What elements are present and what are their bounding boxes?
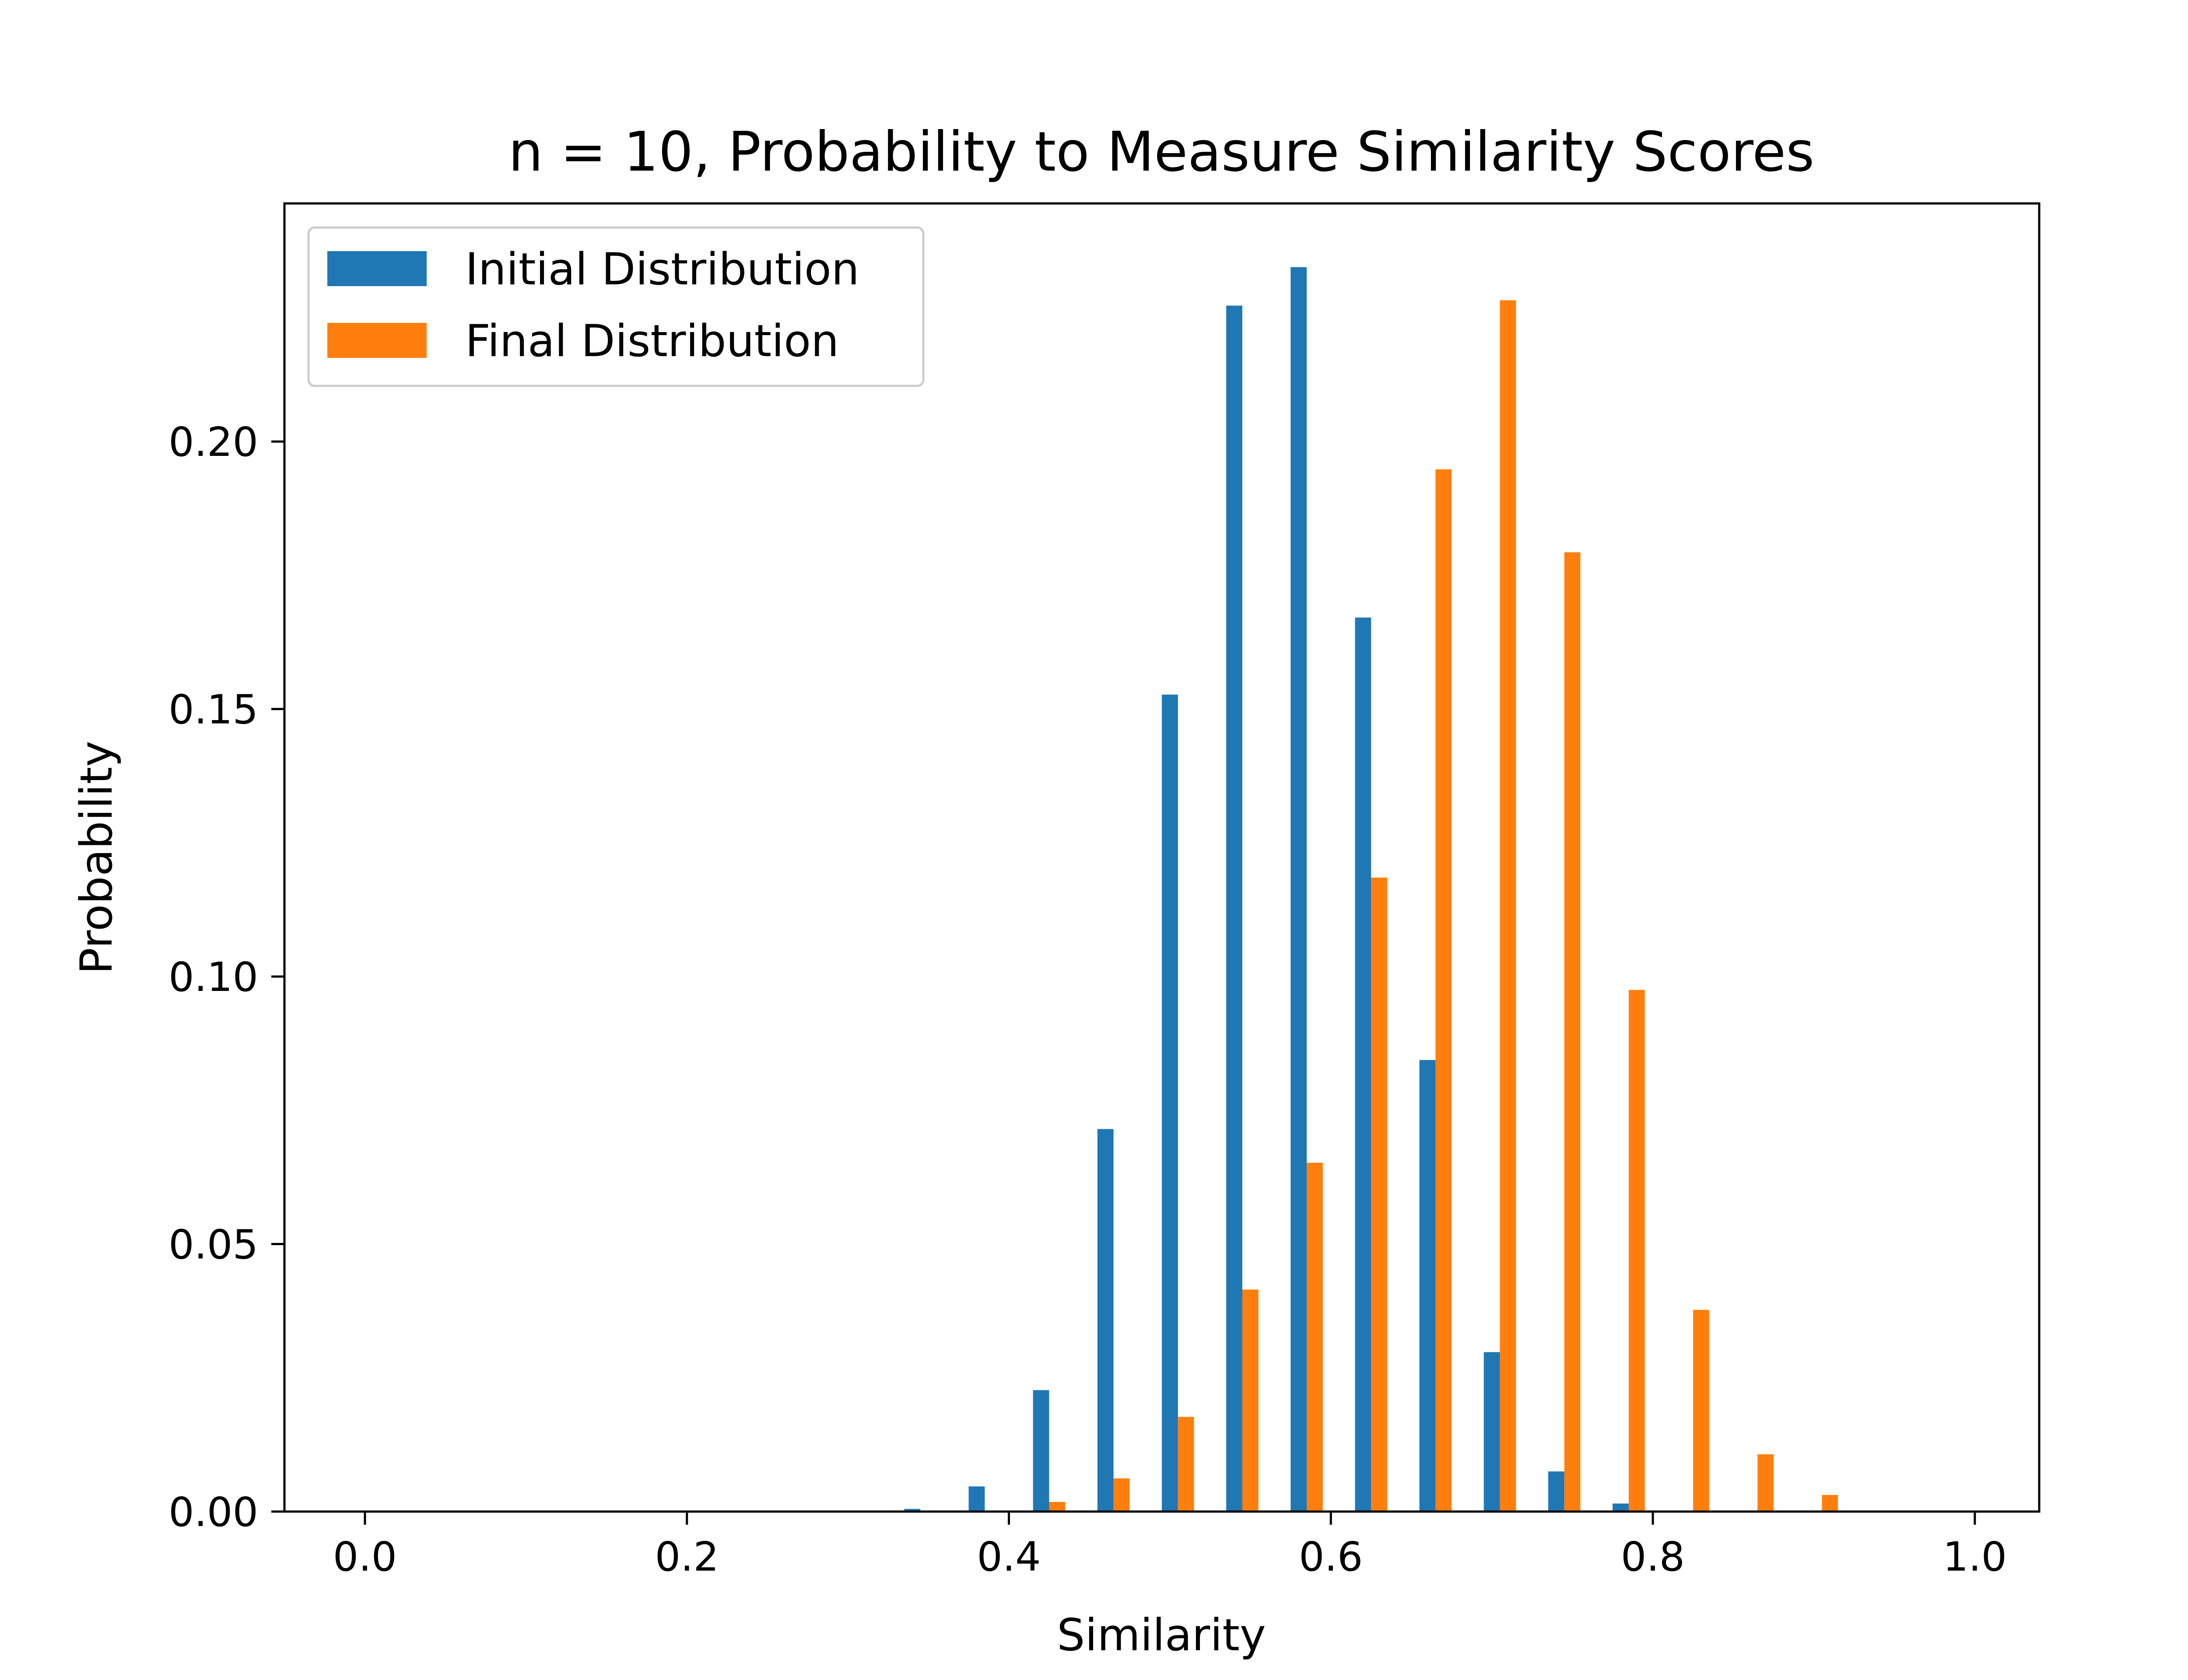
bar-final-11: [1757, 1454, 1774, 1512]
x-tick-label: 0.8: [1621, 1533, 1685, 1580]
chart-title: n = 10, Probability to Measure Similarit…: [508, 120, 1815, 184]
bar-final-1: [1113, 1478, 1130, 1512]
bar-initial-7: [1355, 617, 1371, 1512]
bars-group: [904, 267, 1838, 1512]
bar-initial-3: [1097, 1129, 1114, 1512]
bar-initial-0: [904, 1508, 921, 1512]
plot-frame: [283, 202, 2041, 1513]
bar-final-9: [1628, 990, 1645, 1512]
y-tick-label: 0.05: [168, 1222, 258, 1268]
bar-final-12: [1822, 1495, 1838, 1512]
bar-initial-9: [1483, 1352, 1500, 1512]
x-tick-label: 0.0: [333, 1533, 397, 1580]
legend-swatch-final: [327, 323, 427, 358]
legend-label-final: Final Distribution: [465, 315, 839, 367]
y-axis-ticks: 0.00 0.05 0.10 0.15 0.20: [168, 419, 284, 1536]
bar-initial-2: [1033, 1390, 1049, 1512]
bar-initial-10: [1548, 1471, 1564, 1512]
bar-final-3: [1242, 1289, 1259, 1512]
bar-final-5: [1371, 877, 1388, 1512]
y-tick-label: 0.20: [168, 419, 258, 466]
bar-final-10: [1693, 1309, 1709, 1512]
legend-box: [307, 226, 925, 387]
bar-final-4: [1307, 1162, 1323, 1512]
x-tick-label: 0.4: [977, 1533, 1041, 1580]
legend: Initial Distribution Final Distribution: [307, 226, 925, 387]
bar-initial-1: [968, 1486, 985, 1512]
x-tick-label: 0.2: [655, 1533, 719, 1580]
x-axis-ticks: 0.0 0.2 0.4 0.6 0.8 1.0: [333, 1512, 2007, 1580]
x-tick-label: 0.6: [1299, 1533, 1363, 1580]
y-axis-label: Probability: [70, 741, 122, 974]
y-tick-label: 0.10: [168, 954, 258, 1001]
legend-swatch-initial: [327, 251, 427, 286]
bar-initial-8: [1419, 1060, 1436, 1512]
y-tick-label: 0.00: [168, 1489, 258, 1536]
legend-label-initial: Initial Distribution: [465, 243, 859, 295]
y-tick-label: 0.15: [168, 686, 258, 733]
bar-final-6: [1435, 469, 1452, 1512]
x-axis-label: Similarity: [1057, 1609, 1266, 1661]
bar-initial-11: [1613, 1503, 1629, 1512]
bar-final-7: [1500, 300, 1516, 1512]
bar-final-8: [1564, 552, 1581, 1512]
x-tick-label: 1.0: [1943, 1533, 2007, 1580]
bar-final-0: [1049, 1502, 1066, 1512]
bar-initial-4: [1162, 694, 1178, 1512]
bar-initial-6: [1290, 267, 1307, 1512]
bar-final-2: [1178, 1417, 1194, 1512]
bar-initial-5: [1226, 305, 1242, 1512]
